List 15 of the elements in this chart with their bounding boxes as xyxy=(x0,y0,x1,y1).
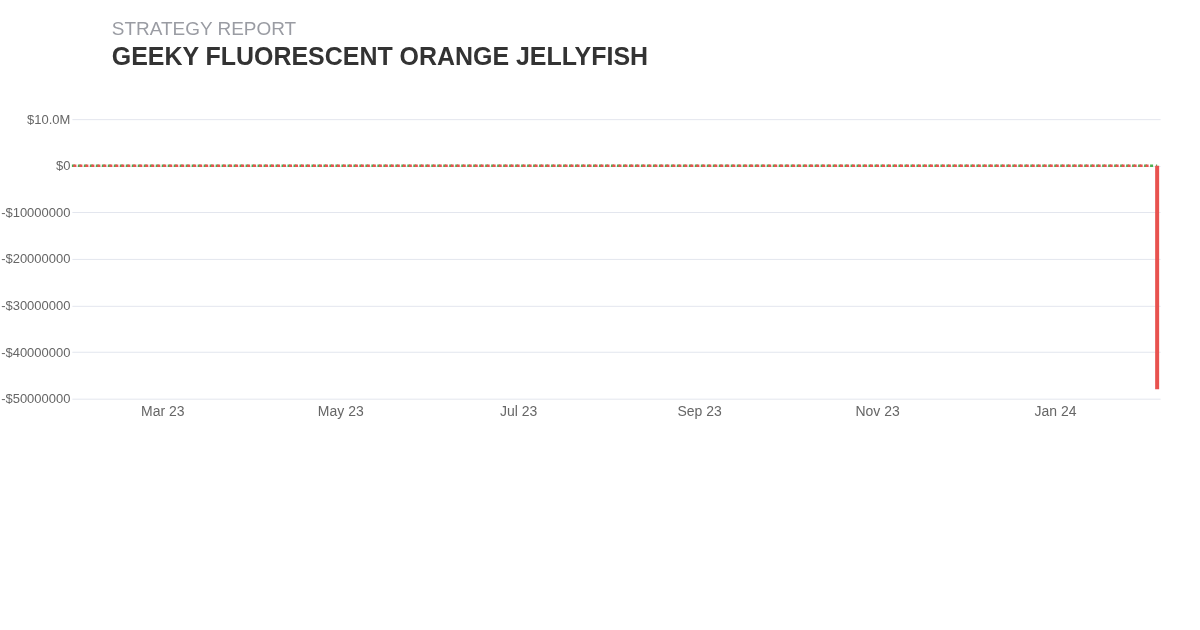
y-tick-label: -$30000000 xyxy=(1,298,71,313)
x-tick-label: Sep 23 xyxy=(677,403,722,420)
chart-title: GEEKY FLUORESCENT ORANGE JELLYFISH xyxy=(111,42,649,71)
x-tick-label: Jan 24 xyxy=(1034,403,1077,420)
y-tick-label: -$50000000 xyxy=(1,391,71,407)
chart-subtitle: STRATEGY REPORT xyxy=(111,18,297,40)
x-tick-label: Jul 23 xyxy=(500,403,538,420)
y-tick-label: -$20000000 xyxy=(1,251,71,267)
y-tick-label: $0 xyxy=(55,158,71,174)
y-tick-label: -$10000000 xyxy=(1,204,71,220)
x-tick-label: Mar 23 xyxy=(141,403,185,420)
y-tick-label: -$40000000 xyxy=(1,344,71,360)
y-tick-label: $10.0M xyxy=(27,111,71,127)
x-tick-label: Nov 23 xyxy=(855,403,900,420)
x-tick-label: May 23 xyxy=(317,403,364,420)
